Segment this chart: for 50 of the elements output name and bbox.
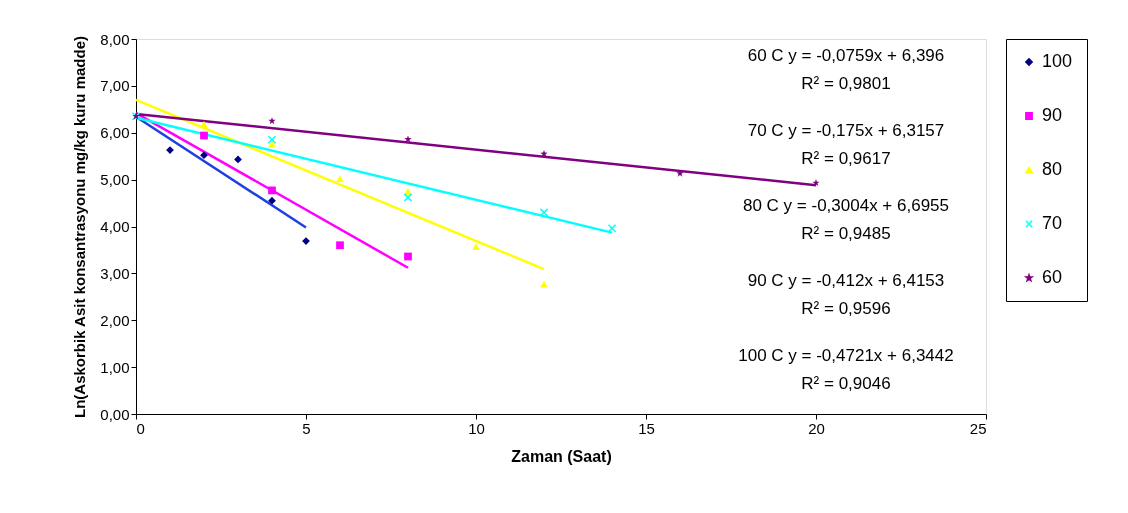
point [268,196,276,205]
point [267,135,277,145]
point [200,120,208,128]
x-tick-label: 10 [468,419,485,437]
legend-label: 80 [1042,159,1063,179]
y-tick-label: 7,00 [100,77,130,95]
x-tick-label: 5 [302,419,311,437]
annotation: 80 C y = -0,3004x + 6,6955 [742,196,950,215]
x-tick-label: 0 [136,419,145,437]
point [404,252,412,261]
point [403,193,413,202]
point [607,224,617,233]
point [234,155,242,164]
annotation: R² = 0,9046 [801,374,891,393]
point [336,175,344,183]
legend-label: 60 [1042,267,1063,287]
annotation: R² = 0,9617 [801,149,891,168]
annotation: 70 C y = -0,175x + 6,3157 [747,121,945,140]
point [336,241,344,250]
y-tick-label: 4,00 [100,218,130,235]
point [812,179,820,187]
annotation: 100 C y = -0,4721x + 6,3442 [738,346,954,365]
legend-label: 90 [1042,105,1063,125]
x-tick-label: 15 [638,419,655,437]
legend-label: 100 [1042,51,1073,71]
y-axis-title: Ln(Askorbik Asit konsantrasyonu mg/kg kuru madde) [71,35,89,419]
x-tick-label: 20 [808,419,825,437]
x-axis-title: Zaman (Saat) [511,447,612,465]
y-tick-label: 2,00 [100,311,130,329]
point [540,149,548,157]
point [540,280,548,288]
point [539,208,549,217]
point [268,186,276,195]
annotation: R² = 0,9596 [801,299,891,318]
y-tick-label: 1,00 [100,358,130,376]
annotation: R² = 0,9801 [801,74,891,93]
point [472,243,480,251]
x-tick-label: 25 [969,419,987,437]
y-tick-label: 8,00 [100,30,130,48]
point [200,131,208,140]
annotation: 90 C y = -0,412x + 6,4153 [747,271,945,290]
legend-label: 70 [1042,213,1063,233]
point [200,151,208,160]
annotation: 60 C y = -0,0759x + 6,396 [747,46,945,65]
y-tick-label: 6,00 [100,124,130,142]
y-tick-label: 5,00 [100,171,130,189]
y-tick-label: 0,00 [100,405,130,423]
annotation: R² = 0,9485 [801,224,891,243]
y-tick-label: 3,00 [100,264,130,282]
point [404,135,412,143]
